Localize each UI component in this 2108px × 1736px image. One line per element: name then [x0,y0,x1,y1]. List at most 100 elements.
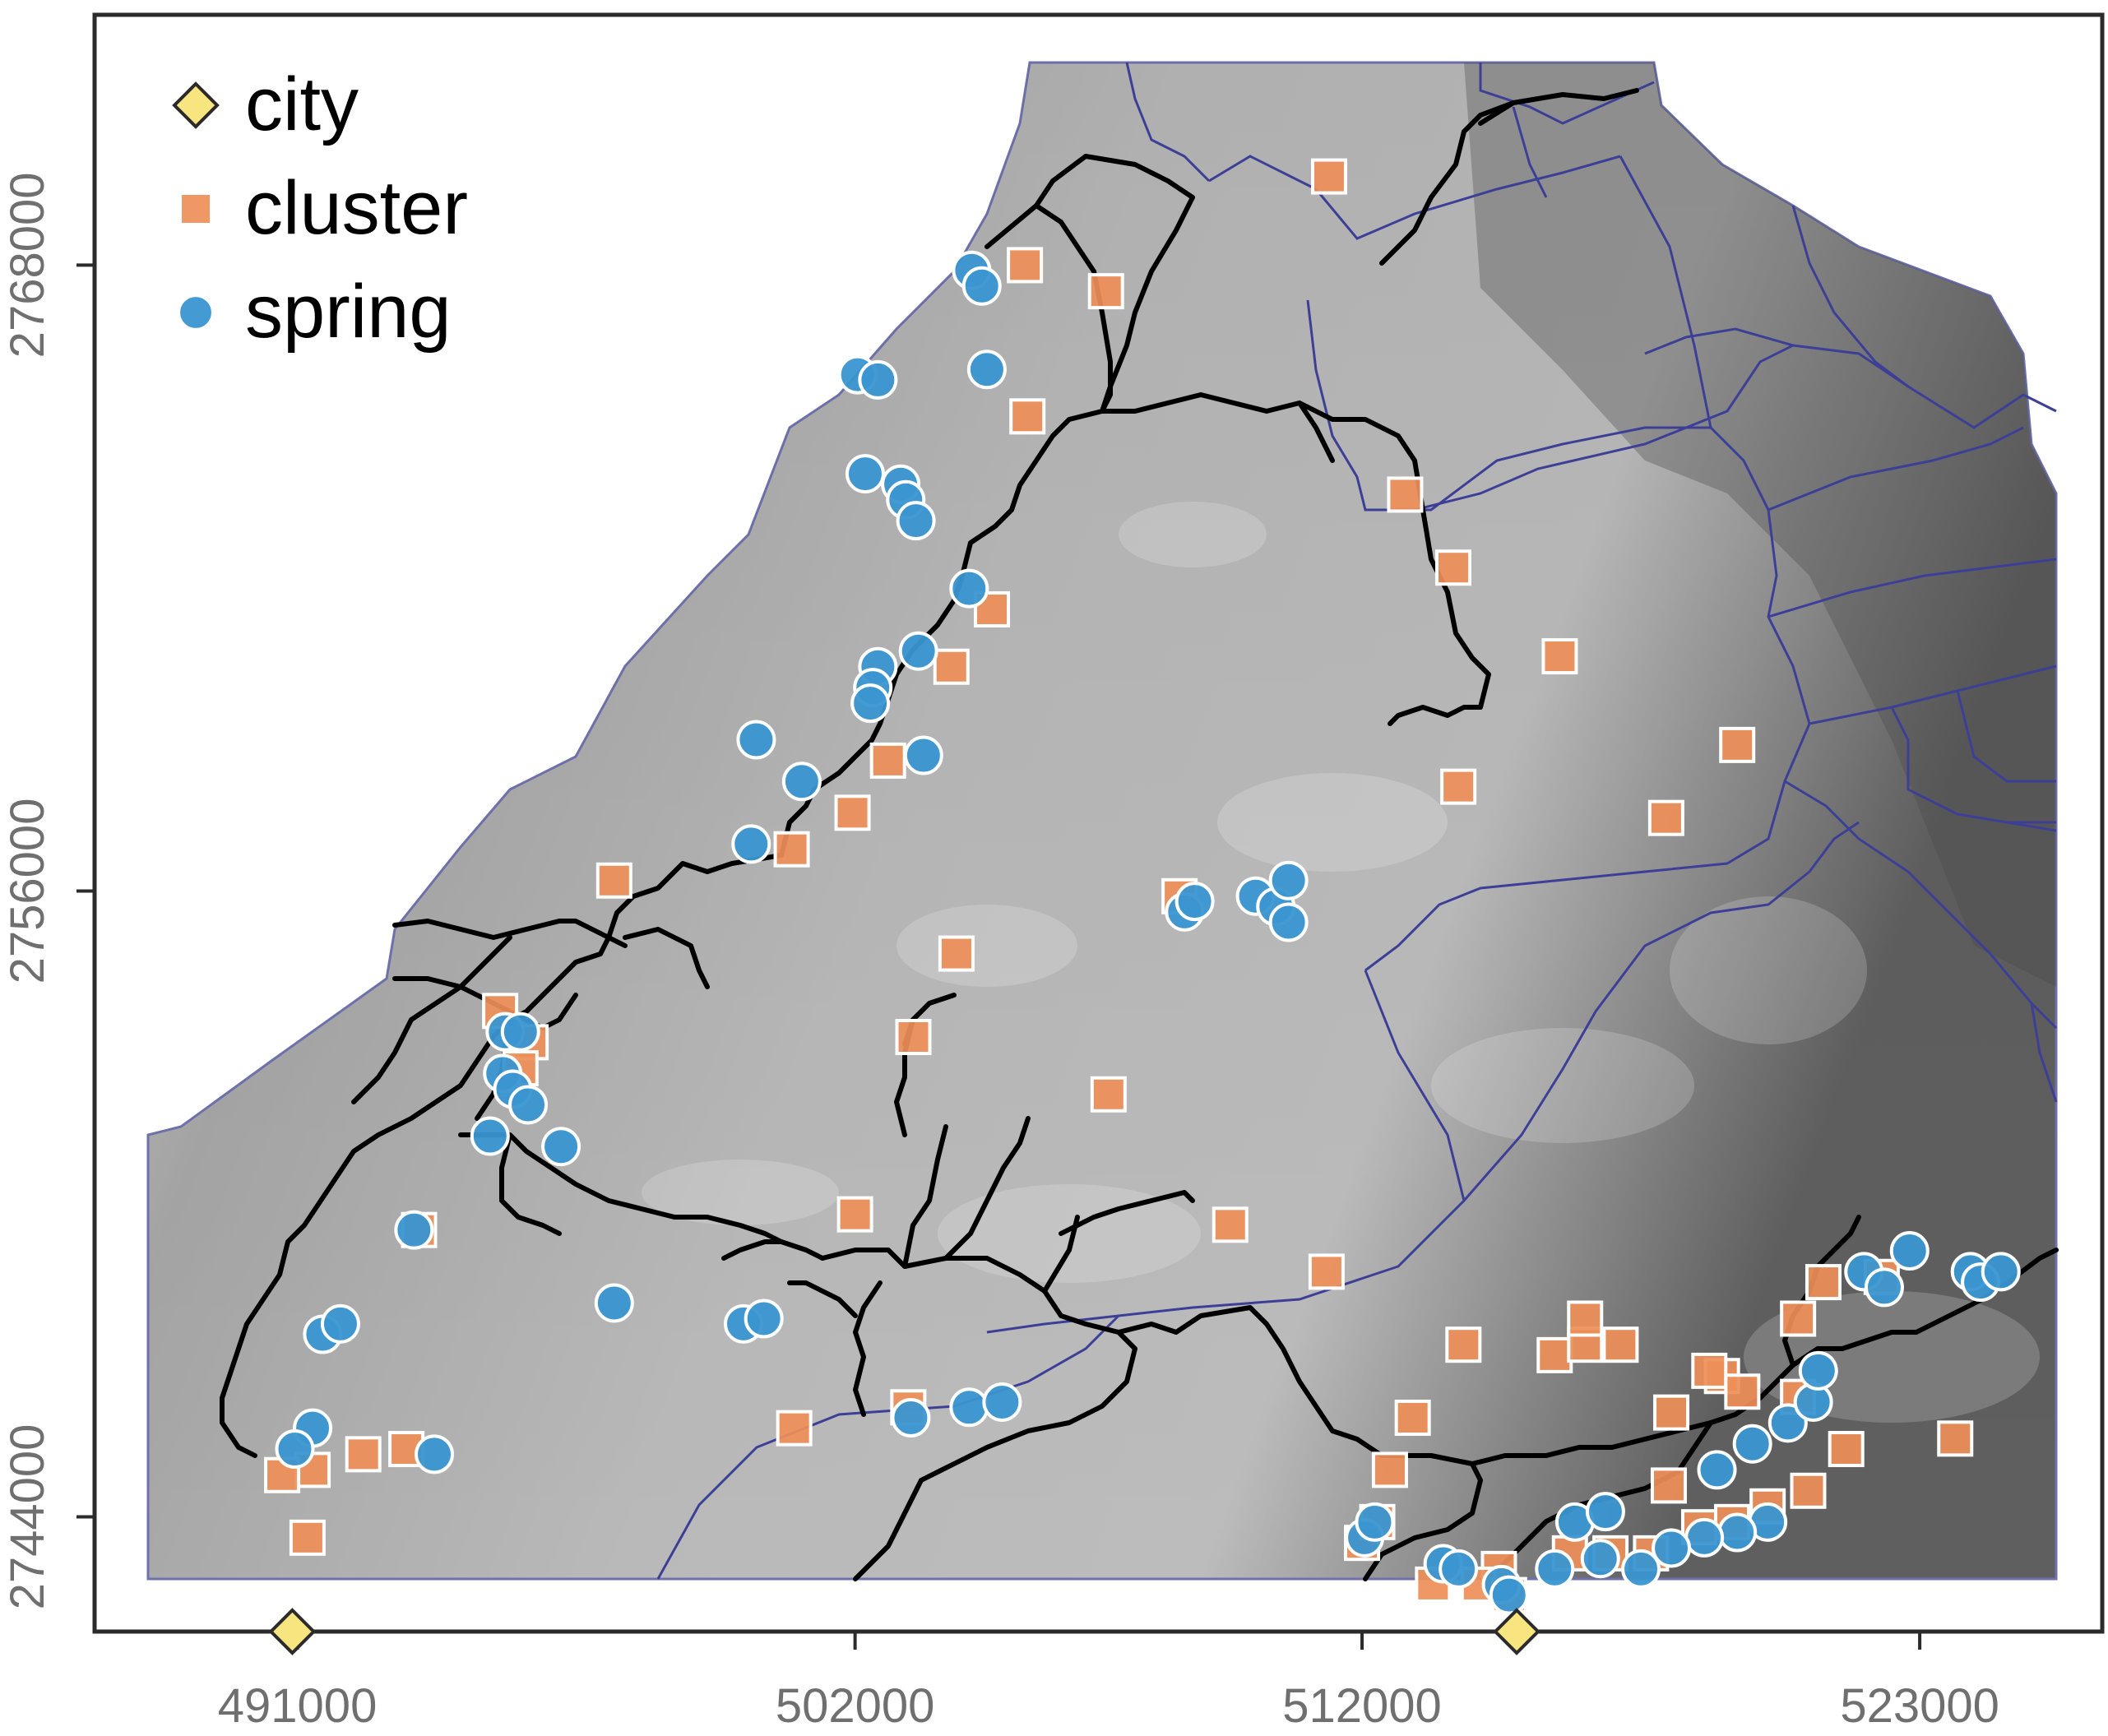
spring-marker [1489,1575,1529,1615]
spring-marker [1798,1350,1838,1391]
cluster-marker [595,862,632,899]
spring-marker [500,1012,540,1052]
spring-marker [541,1127,581,1167]
cluster-marker [1212,1206,1249,1243]
spring-marker [508,1085,549,1125]
spring-marker [414,1434,454,1474]
y-tick-label: 2744000 [1,1424,54,1610]
cluster-marker [1724,1373,1761,1410]
cluster-marker [1434,549,1471,586]
cluster-marker [1536,1336,1573,1373]
spring-marker [470,1116,510,1156]
spring-marker [320,1303,360,1344]
spring-marker [949,1387,989,1428]
spring-marker [961,266,1002,306]
cluster-marker [933,648,970,685]
spring-marker [1585,1492,1625,1532]
spring-marker [858,359,898,400]
spring-marker [1355,1502,1395,1542]
cluster-marker [895,1019,932,1056]
map-area [146,61,2059,1615]
cluster-marker [773,831,810,868]
city-marker [268,1608,317,1655]
cluster-marker [1087,273,1124,310]
spring-marker [1732,1424,1772,1464]
relief-texture [642,502,2040,1423]
plot-frame [92,12,2105,1634]
x-axis: 491000 502000 512000 523000 [218,1633,1999,1733]
city-marker [1493,1608,1540,1655]
spring-marker [1268,902,1309,942]
spring-marker [982,1382,1022,1422]
cluster-marker [869,742,906,779]
cluster-marker [1009,398,1046,435]
x-tick-label: 491000 [218,1679,378,1733]
spring-marker [1621,1549,1661,1589]
spring-marker [1717,1512,1758,1553]
cluster-marker [1790,1472,1827,1509]
y-axis: 2744000 2756000 2768000 [1,173,93,1610]
cluster-marker [1567,1300,1604,1337]
cluster-marker [974,590,1011,627]
x-tick-label: 523000 [1840,1679,1999,1733]
legend-label-cluster: cluster [245,166,468,250]
spring-marker [1697,1450,1737,1490]
cluster-marker [1780,1300,1817,1337]
spring-legend-marker [177,294,215,331]
spring-marker [896,501,936,541]
spring-marker [1981,1252,2021,1292]
cluster-marker [1719,726,1756,763]
spring-marker [1535,1549,1575,1589]
cluster-marker [1394,1399,1431,1436]
cluster-marker [776,1410,813,1447]
spring-marker [1268,860,1309,900]
x-tick-label: 502000 [776,1679,935,1733]
spring-marker [1652,1528,1692,1568]
cluster-marker [1090,1076,1127,1113]
cluster-marker [1828,1431,1865,1468]
spring-marker [731,824,771,864]
y-tick-label: 2768000 [1,173,54,359]
cluster-marker [1653,1394,1690,1431]
cluster-marker [1602,1326,1639,1363]
cluster-marker [1387,476,1424,513]
cluster-marker [1308,1253,1345,1290]
spring-marker [275,1429,315,1470]
spring-marker [1684,1517,1725,1558]
city-markers [268,1608,1540,1655]
spring-marker [736,720,776,760]
legend-label-spring: spring [245,270,452,354]
city-legend-marker [172,81,220,129]
cluster-marker [1647,799,1684,836]
cluster-marker [938,935,975,972]
cluster-marker [1371,1451,1408,1488]
cluster-marker [289,1519,326,1556]
spring-marker [1767,1403,1808,1443]
spring-marker [903,735,943,775]
spring-marker [1174,882,1215,922]
point-markers [264,158,2021,1615]
cluster-marker [1541,638,1578,675]
cluster-marker [834,794,871,831]
spring-marker [744,1299,784,1339]
spring-marker [966,350,1007,390]
spring-marker [850,683,891,724]
spring-marker [594,1283,634,1323]
legend-label-city: city [245,62,359,146]
cluster-legend-marker [178,192,213,226]
spring-marker [1439,1549,1479,1589]
cluster-marker [836,1196,873,1233]
spring-marker [1864,1267,1904,1308]
spring-marker [898,631,938,671]
cluster-marker [345,1436,382,1473]
spring-marker [394,1210,434,1250]
cluster-marker [1691,1352,1728,1389]
spring-marker [781,762,822,802]
spring-marker [891,1397,931,1437]
y-tick-label: 2756000 [1,799,54,984]
spring-marker [845,454,885,494]
legend: city cluster spring [172,62,468,354]
cluster-marker [1310,158,1347,195]
spring-marker [949,568,989,609]
